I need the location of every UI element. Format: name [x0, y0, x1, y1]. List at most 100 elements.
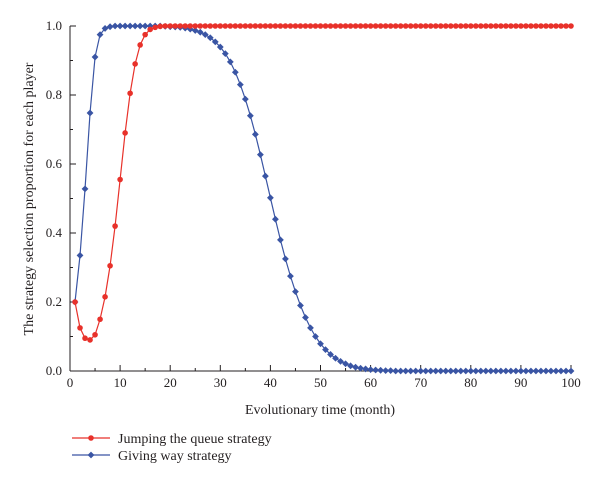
data-point — [101, 25, 109, 32]
data-point — [236, 81, 244, 89]
y-tick-label: 1.0 — [46, 18, 62, 33]
data-point — [312, 23, 319, 29]
data-point — [287, 272, 294, 280]
data-point — [177, 23, 184, 29]
data-point — [553, 23, 559, 29]
x-tick-label: 80 — [464, 375, 477, 390]
data-point — [277, 23, 284, 29]
data-point — [462, 23, 469, 29]
data-point — [427, 23, 434, 29]
data-point — [427, 367, 435, 375]
data-point — [478, 23, 484, 29]
data-point — [122, 130, 128, 136]
data-point — [397, 23, 404, 29]
x-tick-label: 70 — [414, 375, 427, 390]
data-point — [307, 324, 314, 332]
data-point — [497, 367, 505, 375]
data-point — [92, 331, 98, 338]
data-point — [538, 23, 544, 29]
x-tick-label: 20 — [164, 375, 177, 390]
data-point — [352, 363, 359, 371]
data-point — [242, 23, 249, 29]
data-point — [407, 23, 414, 29]
data-point — [227, 23, 234, 29]
data-point — [112, 223, 118, 229]
data-point — [437, 23, 444, 29]
legend-item: Giving way strategy — [72, 449, 232, 464]
data-point — [532, 367, 540, 375]
data-point — [267, 23, 274, 29]
data-point — [473, 23, 479, 29]
data-point — [502, 367, 510, 375]
data-point — [307, 23, 314, 29]
data-point — [412, 23, 419, 29]
y-tick-label: 0.0 — [46, 363, 62, 378]
data-point — [317, 340, 324, 348]
data-point — [462, 367, 470, 375]
data-point — [211, 38, 219, 46]
data-point — [132, 61, 138, 67]
data-point — [562, 367, 570, 375]
data-point — [332, 23, 339, 29]
data-point — [237, 23, 244, 29]
data-point — [86, 109, 94, 117]
series-giving-way — [71, 22, 575, 375]
data-point — [152, 24, 158, 31]
data-point — [72, 299, 78, 305]
data-point — [146, 22, 154, 30]
series-jumping-the-queue — [72, 23, 574, 343]
y-tick-label: 0.4 — [46, 225, 63, 240]
data-point — [402, 23, 409, 29]
data-point — [87, 337, 93, 343]
data-point — [82, 335, 88, 342]
data-point — [207, 23, 214, 29]
data-point — [97, 316, 103, 323]
data-point — [127, 90, 133, 97]
data-point — [362, 23, 369, 29]
data-point — [472, 367, 480, 375]
data-point — [402, 367, 410, 375]
data-point — [477, 367, 485, 375]
data-point — [542, 367, 550, 375]
data-point — [507, 367, 515, 375]
legend-label: Jumping the queue strategy — [118, 432, 272, 447]
legend-marker — [88, 435, 94, 441]
y-ticks: 0.0 0.2 0.4 0.6 0.8 1.0 — [46, 18, 76, 378]
data-point — [417, 23, 424, 29]
data-point — [357, 364, 364, 372]
data-point — [216, 43, 224, 51]
data-point — [111, 22, 119, 30]
data-point — [322, 23, 329, 29]
data-point — [342, 23, 349, 29]
legend: Jumping the queue strategy Giving way str… — [72, 432, 272, 464]
data-point — [357, 23, 364, 29]
data-point — [201, 31, 209, 39]
data-point — [106, 23, 114, 31]
data-point — [352, 23, 359, 29]
data-point — [563, 23, 569, 29]
data-point — [232, 23, 239, 29]
series-layer — [71, 22, 575, 375]
data-point — [488, 23, 494, 29]
plot-frame — [69, 26, 571, 372]
y-tick-label: 0.2 — [46, 294, 62, 309]
data-point — [267, 194, 274, 202]
x-tick-label: 100 — [561, 375, 581, 390]
data-point — [272, 23, 279, 29]
x-tick-label: 50 — [314, 375, 327, 390]
data-point — [246, 112, 254, 120]
data-point — [261, 172, 269, 180]
data-point — [287, 23, 294, 29]
data-point — [447, 23, 454, 29]
data-point — [518, 23, 524, 29]
data-point — [387, 23, 394, 29]
data-point — [498, 23, 504, 29]
data-point — [527, 367, 535, 375]
legend-label: Giving way strategy — [118, 449, 232, 464]
data-point — [96, 31, 104, 39]
data-point — [397, 367, 405, 375]
data-point — [212, 23, 219, 29]
data-point — [537, 367, 545, 375]
data-point — [221, 50, 229, 57]
data-point — [342, 360, 349, 368]
